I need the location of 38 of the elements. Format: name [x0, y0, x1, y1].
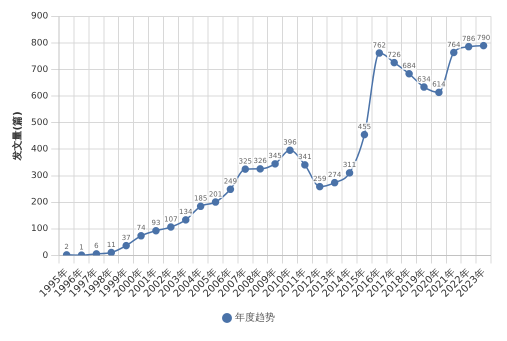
point: [360, 130, 368, 138]
point: [330, 178, 338, 186]
y-tick-label: 0: [42, 250, 48, 261]
y-tick-label: 100: [30, 224, 48, 234]
point: [346, 169, 354, 177]
y-tick-label: 200: [30, 198, 48, 208]
point: [242, 165, 250, 173]
point: [137, 232, 145, 240]
point: [464, 42, 472, 50]
point: [435, 88, 443, 96]
point: [182, 216, 190, 224]
point: [122, 242, 130, 250]
y-tick-label: 400: [30, 144, 48, 155]
point: [152, 226, 160, 234]
point: [390, 58, 398, 66]
point: [286, 146, 294, 154]
point: [167, 223, 175, 231]
point: [405, 70, 413, 78]
point: [196, 202, 204, 210]
y-tick-label: 600: [30, 91, 48, 102]
y-tick-label: 800: [30, 38, 48, 48]
point: [480, 42, 488, 50]
point: [256, 165, 264, 173]
point: [108, 248, 116, 256]
point: [226, 186, 234, 194]
y-tick-label: 700: [30, 64, 48, 75]
y-tick-label: 500: [30, 118, 48, 128]
y-axis-title: 发文量(篇): [12, 111, 24, 162]
point: [376, 49, 384, 57]
point: [450, 48, 458, 56]
point: [316, 182, 324, 190]
y-tick-label: 300: [30, 171, 48, 182]
y-tick-label: 900: [30, 12, 48, 22]
point: [212, 198, 220, 206]
point: [420, 83, 428, 91]
point: [301, 161, 309, 169]
legend-label: 年度趋势: [235, 312, 275, 324]
point: [271, 160, 279, 168]
